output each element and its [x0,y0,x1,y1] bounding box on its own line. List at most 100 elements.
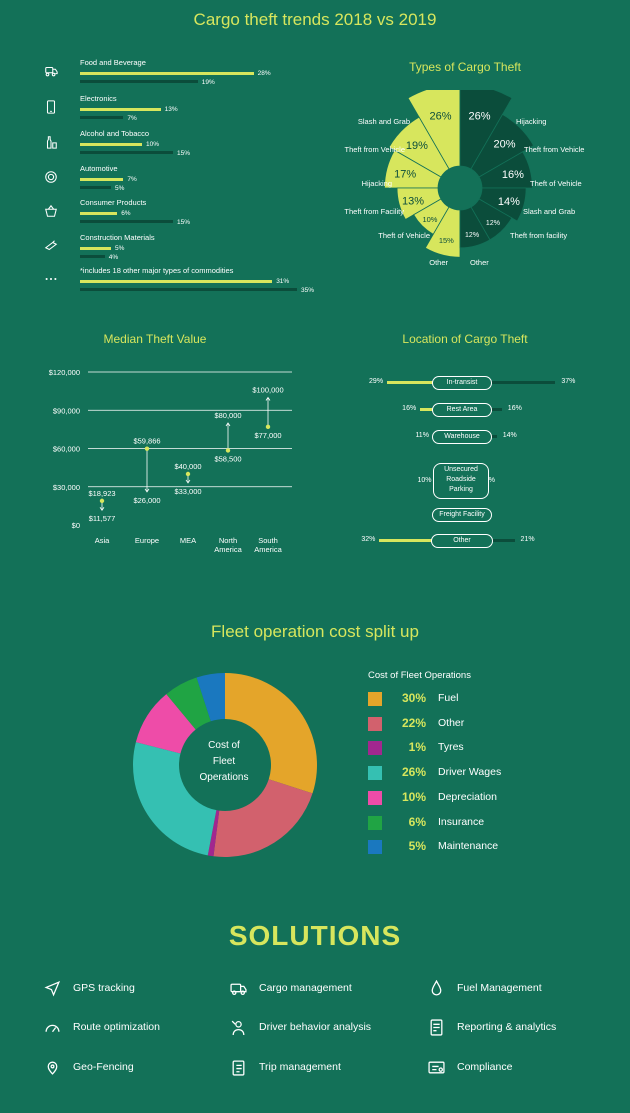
donut-center-line-1: Cost of [208,740,240,751]
bottles-icon-wrap [44,135,58,149]
donut-slice-fuel [225,673,317,794]
types-left-label: Other [429,258,448,267]
commodity-bar-2019 [80,212,118,215]
legend-label: Fuel [438,692,459,704]
value-label-2019: $100,000 [252,386,283,395]
page-title: Cargo theft trends 2018 vs 2019 [193,10,437,29]
location-value-left: 32% [361,536,376,543]
legend-label: Driver Wages [438,766,502,779]
y-tick-label: $90,000 [53,406,80,415]
commodity-bar-2018 [80,255,105,258]
fuel-drop-icon-wrap [428,979,446,998]
data-point-2018 [185,471,191,477]
commodity-label: Automotive [80,164,118,173]
median-theft-chart: $0 $30,000 $60,000 $90,000 $120,000 Asia $18,9… [49,368,292,554]
location-bar-2019 [379,538,461,542]
types-title: Types of Cargo Theft [409,60,521,74]
types-right-pct: 12% [486,220,500,227]
speedometer-icon-wrap [44,1019,62,1037]
types-right-wedge [478,151,533,189]
commodity-label: Electronics [80,94,117,103]
legend-swatch [368,692,382,706]
data-point-2018 [265,424,271,430]
location-value-right: 21% [520,536,535,543]
legend-swatch [368,741,382,756]
data-point-2018 [99,498,105,504]
solution-item: Cargo management [259,982,352,994]
trowel-icon [44,240,58,251]
ellipsis-icon-wrap [44,272,58,286]
location-bar-2018 [461,380,556,384]
solution-item: Driver behavior analysis [259,1021,372,1033]
types-left-wedge [407,90,461,170]
types-left-pct: 17% [394,168,416,180]
food-delivery-icon-wrap [44,64,58,78]
donut-center-line-2: Fleet [212,756,236,767]
location-value-left: 10% [417,477,432,484]
location-category-label: Rest Area [432,403,492,417]
geofence-pin-icon [47,1061,58,1075]
location-category-label: Unsecured Roadside Parking [433,463,489,499]
value-label-2019: $33,000 [174,487,201,496]
commodity-value-2019: 6% [121,210,131,217]
legend-label: Maintenance [438,840,499,853]
y-tick-label: $120,000 [49,368,80,377]
commodity-bar-2019 [80,178,124,181]
legend-swatch [368,716,382,731]
navigation-arrow-icon-wrap [44,980,62,998]
donut-center-line-3: Operations [199,772,249,783]
solution-item: Route optimization [73,1021,160,1033]
solutions-grid: GPS tracking Cargo management Fuel Managem… [0,970,630,1100]
solution-item: Reporting & analytics [457,1021,557,1033]
x-category-label: MEA [180,536,196,545]
median-title: Median Theft Value [103,332,207,346]
donut-slice-maintenance [196,673,225,722]
location-chart: 29% 37% In-transist 16% 16% Rest Area 11% 14% Wa… [330,360,620,560]
fleet-donut-chart [132,673,317,857]
fleet-legend-title: Cost of Fleet Operations [368,670,471,681]
certificate-icon-wrap [428,1059,446,1077]
commodity-bar-2018 [80,186,111,189]
types-right-pct: 20% [493,138,515,150]
commodity-bar-2018 [80,288,297,291]
legend-swatch [368,766,382,781]
types-right-label: Theft from facility [510,231,567,240]
commodity-label: Construction Materials [80,233,155,242]
location-category-label: Warehouse [432,430,492,444]
commodity-value-2018: 15% [177,150,191,157]
fleet-legend: 30% Fuel 22% Other 1% Tyres 26% Driver Wages 10%… [366,688,606,868]
commodity-value-2019: 10% [146,141,160,148]
types-right-wedge [459,90,513,170]
types-right-label: Theft from Vehicle [524,145,584,154]
types-right-pct: 26% [468,110,490,122]
commodity-value-2019: 7% [127,176,137,183]
types-left-pct: 19% [406,140,428,152]
legend-label: Insurance [438,815,485,828]
commodity-value-2018: 4% [108,254,119,261]
commodity-bar-2018 [80,220,173,223]
basket-icon-wrap [44,204,58,218]
legend-swatch [368,815,382,830]
clipboard-icon-wrap [230,1059,248,1077]
commodity-value-2019: 5% [115,245,125,252]
value-label-2018: $40,000 [174,462,201,471]
location-category-line: Parking [449,486,473,493]
arrow-head [185,479,191,484]
commodity-bar-2018 [80,151,173,154]
commodity-value-2018: 5% [115,185,125,192]
location-category-label: In-transist [432,376,492,390]
arrow-head [265,396,271,401]
types-left-pct: 15% [439,236,454,245]
y-tick-label: $60,000 [53,445,80,454]
solution-item: Fuel Management [457,982,542,994]
types-left-wedge [384,149,442,189]
legend-label: Other [438,716,465,729]
location-category-label: Freight Facility [432,508,492,522]
commodity-value-2018: 15% [177,219,191,226]
legend-percent: 1% [408,740,426,755]
food-delivery-icon [45,66,58,77]
types-right-wedge [470,113,535,178]
commodity-bar-2019 [80,143,142,146]
value-label-2019: $80,000 [214,411,241,420]
commodity-bar-2018 [80,80,198,83]
